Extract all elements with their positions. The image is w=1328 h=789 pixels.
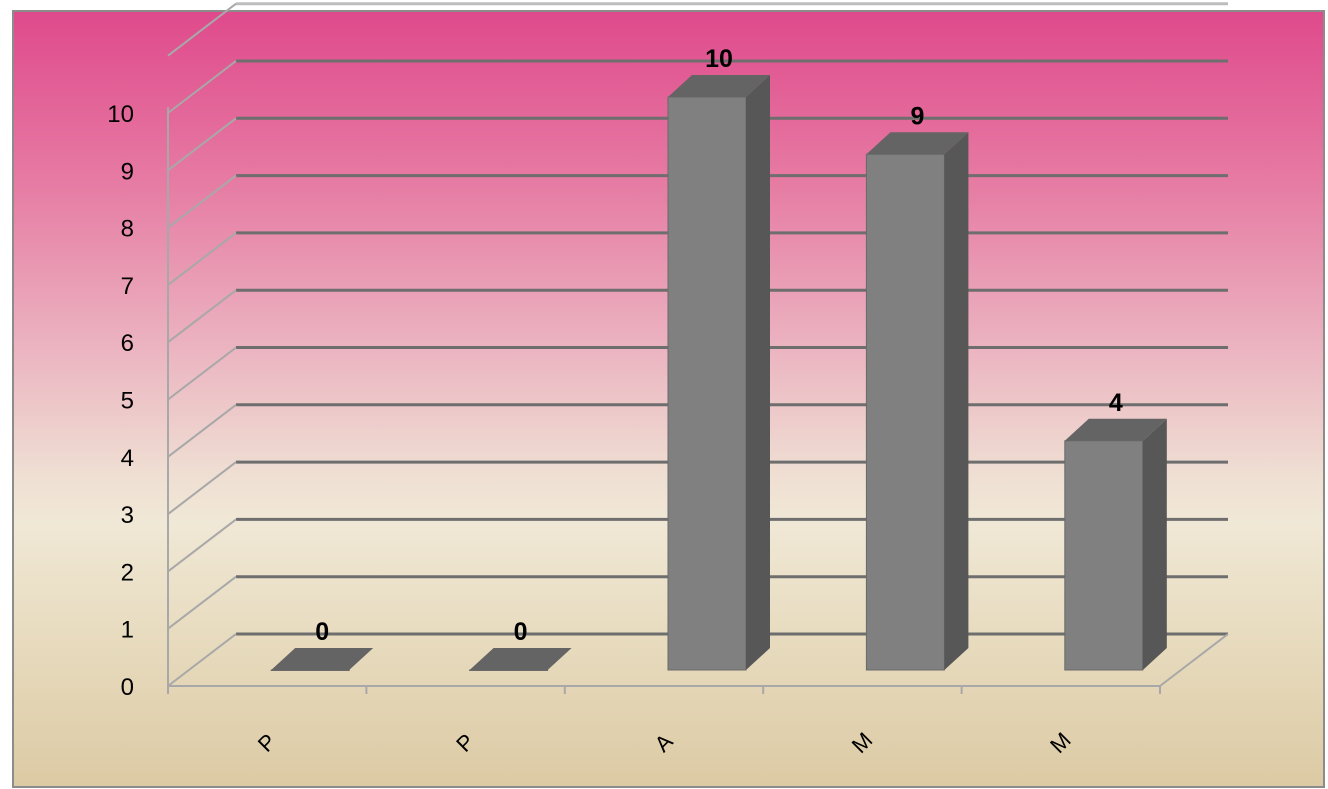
- wall-gridline: [167, 461, 237, 515]
- category-label: M: [847, 727, 878, 758]
- y-tick-label: 0: [121, 674, 134, 701]
- wall-gridline: [167, 60, 237, 114]
- labels: 0 1 2 3 4 5 6 7 8 9 10 0 P 0 P 10 A 9 M 4 M: [107, 45, 1123, 758]
- axes: [167, 107, 1229, 694]
- wall-gridline: [167, 346, 237, 401]
- data-label: 0: [514, 618, 528, 646]
- bar-front: [469, 669, 549, 671]
- wall-gridline: [167, 2, 237, 57]
- y-tick-label: 3: [121, 502, 134, 529]
- y-tick-label: 2: [121, 559, 134, 586]
- bar-side: [1142, 418, 1167, 670]
- y-tick-label: 1: [121, 617, 134, 644]
- wall-gridline: [167, 117, 237, 172]
- y-tick-label: 8: [121, 216, 134, 243]
- wall-gridline: [167, 404, 237, 458]
- bar-side: [746, 75, 770, 670]
- y-tick-label: 5: [121, 388, 134, 415]
- bar-front: [865, 153, 945, 671]
- bar-top: [469, 648, 572, 670]
- bar: [1064, 418, 1167, 671]
- bar: [469, 648, 572, 671]
- category-label: A: [650, 728, 678, 756]
- data-label: 10: [705, 45, 733, 73]
- bar-side: [944, 132, 969, 671]
- wall-gridline: [167, 633, 237, 687]
- bar: [865, 132, 969, 671]
- wall-gridline: [167, 575, 237, 630]
- wall-gridline: [167, 232, 237, 286]
- bars: [270, 75, 1167, 671]
- data-label: 4: [1109, 389, 1123, 417]
- bar-top: [271, 648, 374, 670]
- bar-front: [1064, 440, 1144, 671]
- bar: [270, 648, 374, 671]
- y-tick-label: 10: [107, 101, 134, 128]
- category-label: M: [1045, 727, 1076, 758]
- category-label: P: [451, 729, 479, 757]
- y-tick-label: 7: [121, 273, 134, 300]
- data-label: 0: [315, 618, 329, 646]
- y-tick-label: 9: [121, 158, 134, 185]
- bar-top: [668, 75, 770, 97]
- wall-gridline: [167, 174, 237, 229]
- category-label: P: [253, 729, 281, 757]
- data-label: 9: [910, 102, 924, 130]
- bar-front: [667, 96, 747, 671]
- bar: [667, 75, 770, 671]
- y-tick-label: 4: [121, 445, 134, 472]
- bar-front: [270, 669, 350, 671]
- wall-gridline: [167, 518, 237, 573]
- floor-edge: [1159, 633, 1229, 687]
- y-tick-label: 6: [121, 330, 134, 357]
- bar-top: [866, 132, 969, 155]
- bar-top: [1064, 418, 1167, 441]
- wall-gridline: [167, 289, 237, 343]
